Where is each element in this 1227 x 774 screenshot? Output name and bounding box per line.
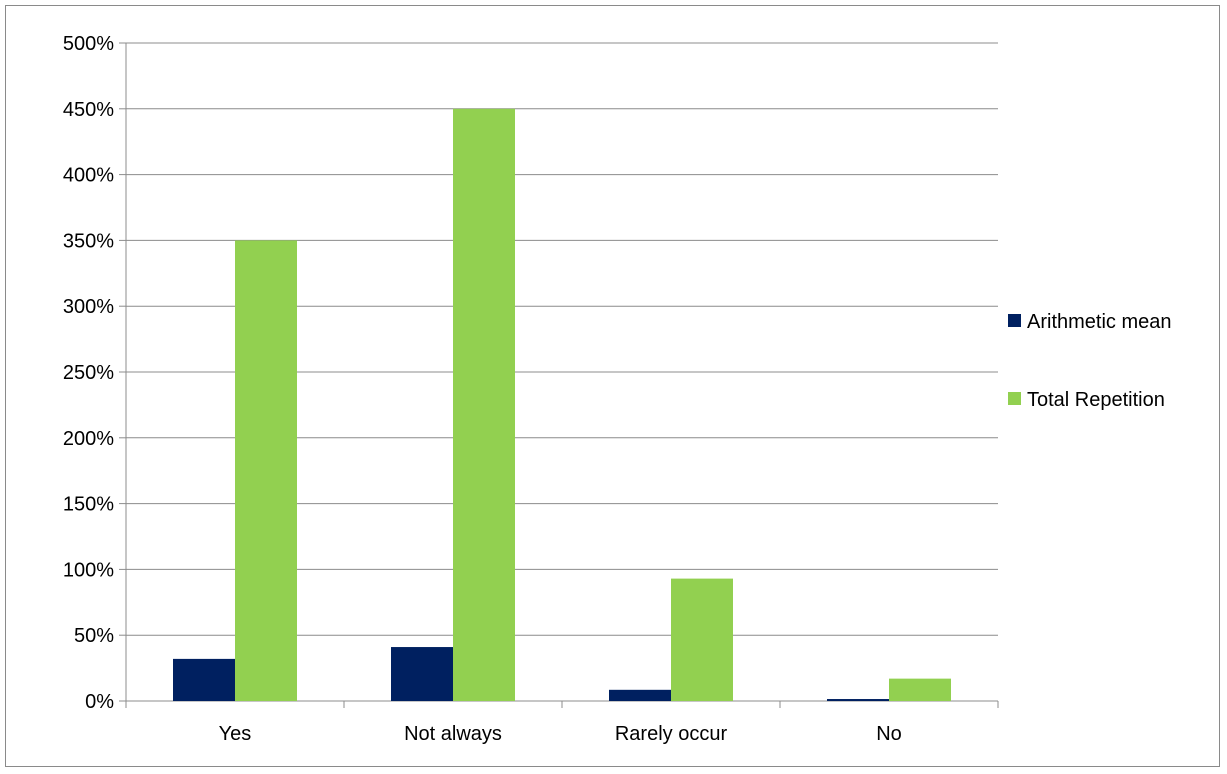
y-tick-label: 450%	[63, 99, 114, 121]
y-tick-label: 350%	[63, 230, 114, 252]
chart-frame	[5, 5, 1220, 767]
legend-swatch	[1008, 392, 1021, 405]
y-tick-label: 500%	[63, 33, 114, 55]
bar-total-repetition	[889, 678, 951, 701]
legend-label: Arithmetic mean	[1027, 311, 1172, 333]
bar-total-repetition	[453, 108, 515, 702]
legend-swatch	[1008, 314, 1021, 327]
bar-total-repetition	[235, 240, 297, 701]
x-tick-label: No	[876, 723, 902, 745]
bar-arithmetic-mean	[173, 658, 235, 701]
x-tick-label: Rarely occur	[615, 723, 728, 745]
y-tick-label: 100%	[63, 559, 114, 581]
bar-total-repetition	[671, 578, 733, 701]
bar-arithmetic-mean	[827, 699, 889, 701]
y-tick-label: 200%	[63, 428, 114, 450]
y-tick-label: 150%	[63, 494, 114, 516]
x-tick-label: Yes	[219, 723, 252, 745]
x-tick-label: Not always	[404, 723, 502, 745]
y-tick-label: 50%	[74, 625, 114, 647]
y-tick-label: 0%	[85, 691, 114, 713]
bar-arithmetic-mean	[391, 647, 453, 701]
bar-arithmetic-mean	[609, 689, 671, 701]
y-tick-label: 300%	[63, 296, 114, 318]
y-tick-label: 400%	[63, 165, 114, 187]
y-tick-label: 250%	[63, 362, 114, 384]
legend-label: Total Repetition	[1027, 389, 1165, 411]
